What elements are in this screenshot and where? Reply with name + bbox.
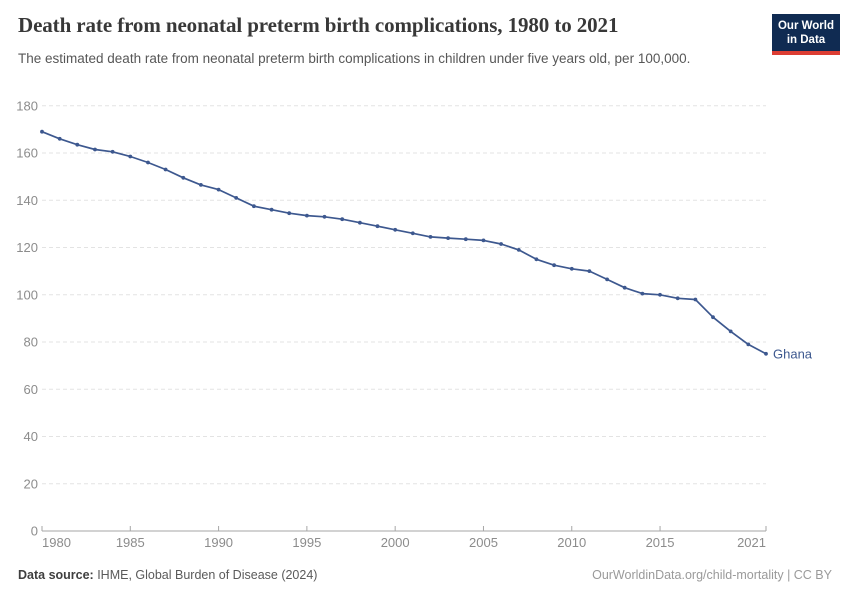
data-point-2002[interactable] (428, 235, 433, 239)
x-tick-label-2005: 2005 (469, 535, 498, 550)
data-point-2018[interactable] (711, 315, 715, 320)
data-point-1983[interactable] (93, 147, 97, 152)
data-point-2017[interactable] (693, 297, 698, 302)
data-point-2007[interactable] (516, 248, 521, 252)
data-point-1992[interactable] (252, 204, 256, 209)
data-point-1984[interactable] (110, 149, 115, 154)
x-tick-label-1980: 1980 (42, 535, 71, 550)
data-source-text: IHME, Global Burden of Disease (2024) (93, 568, 318, 582)
x-tick-label-2010: 2010 (557, 535, 586, 550)
data-point-2003[interactable] (446, 236, 450, 241)
x-tick-label-1990: 1990 (204, 535, 233, 550)
x-tick-label-1985: 1985 (116, 535, 145, 550)
owid-logo: Our World in Data (772, 14, 840, 55)
y-tick-label-160: 160 (16, 146, 38, 161)
data-point-1997[interactable] (340, 217, 345, 222)
y-tick-label-60: 60 (24, 382, 38, 397)
data-point-1985[interactable] (128, 154, 133, 159)
data-point-2010[interactable] (569, 266, 574, 271)
entity-label-ghana[interactable]: Ghana (773, 346, 813, 361)
x-tick-label-2000: 2000 (381, 535, 410, 550)
data-point-1987[interactable] (163, 167, 168, 172)
x-tick-label-2015: 2015 (646, 535, 675, 550)
chart-title: Death rate from neonatal preterm birth c… (18, 13, 619, 37)
data-point-1995[interactable] (305, 213, 309, 218)
data-point-2008[interactable] (534, 257, 539, 262)
ghana-line[interactable] (41, 130, 767, 355)
data-point-1994[interactable] (287, 211, 292, 216)
chart-subtitle: The estimated death rate from neonatal p… (18, 51, 691, 66)
data-point-1988[interactable] (181, 175, 186, 180)
y-tick-label-40: 40 (24, 429, 38, 444)
data-point-1989[interactable] (199, 183, 203, 187)
data-point-2016[interactable] (675, 296, 680, 301)
y-tick-label-140: 140 (16, 193, 38, 208)
y-tick-label-20: 20 (24, 476, 38, 491)
owid-logo-line2: in Data (786, 34, 826, 46)
data-point-2011[interactable] (587, 269, 592, 273)
data-point-1982[interactable] (75, 142, 80, 147)
data-point-2013[interactable] (622, 285, 627, 290)
data-point-2004[interactable] (463, 237, 468, 242)
data-point-1993[interactable] (269, 207, 274, 212)
data-point-1990[interactable] (216, 187, 221, 192)
data-source: Data source: IHME, Global Burden of Dise… (18, 568, 317, 582)
data-point-2021[interactable] (764, 351, 768, 356)
data-point-2020[interactable] (746, 342, 751, 347)
data-point-2015[interactable] (658, 292, 662, 297)
y-tick-label-120: 120 (16, 240, 38, 255)
data-source-label: Data source: (18, 568, 94, 582)
data-point-1980[interactable] (40, 129, 44, 134)
data-point-1991[interactable] (234, 196, 239, 200)
attribution-link[interactable]: OurWorldinData.org/child-mortality | CC … (592, 568, 832, 582)
data-point-1986[interactable] (146, 160, 150, 165)
x-tick-label-2021: 2021 (737, 535, 766, 550)
y-tick-label-100: 100 (16, 287, 38, 302)
data-point-2009[interactable] (552, 263, 556, 268)
data-point-2019[interactable] (728, 329, 733, 334)
y-tick-label-0: 0 (31, 524, 38, 539)
x-tick-label-1995: 1995 (292, 535, 321, 550)
data-point-1998[interactable] (358, 220, 362, 225)
data-point-2005[interactable] (481, 238, 486, 243)
data-point-2006[interactable] (499, 242, 503, 246)
data-point-1999[interactable] (375, 224, 380, 229)
owid-logo-line1: Our World (777, 20, 834, 32)
data-point-2012[interactable] (605, 277, 609, 282)
data-point-2000[interactable] (393, 227, 398, 232)
data-point-1996[interactable] (322, 214, 327, 219)
line-chart-svg[interactable]: 0 20 40 60 80 100 120 140 160 180 1980 1985 1990 1995… (0, 95, 850, 570)
data-point-2014[interactable] (640, 291, 645, 296)
y-tick-label-180: 180 (16, 98, 38, 113)
line-chart[interactable]: 0 20 40 60 80 100 120 140 160 180 1980 1985 1990 1995… (0, 95, 850, 570)
data-point-1981[interactable] (57, 136, 62, 141)
data-point-2001[interactable] (410, 231, 415, 236)
y-tick-label-80: 80 (24, 335, 38, 350)
